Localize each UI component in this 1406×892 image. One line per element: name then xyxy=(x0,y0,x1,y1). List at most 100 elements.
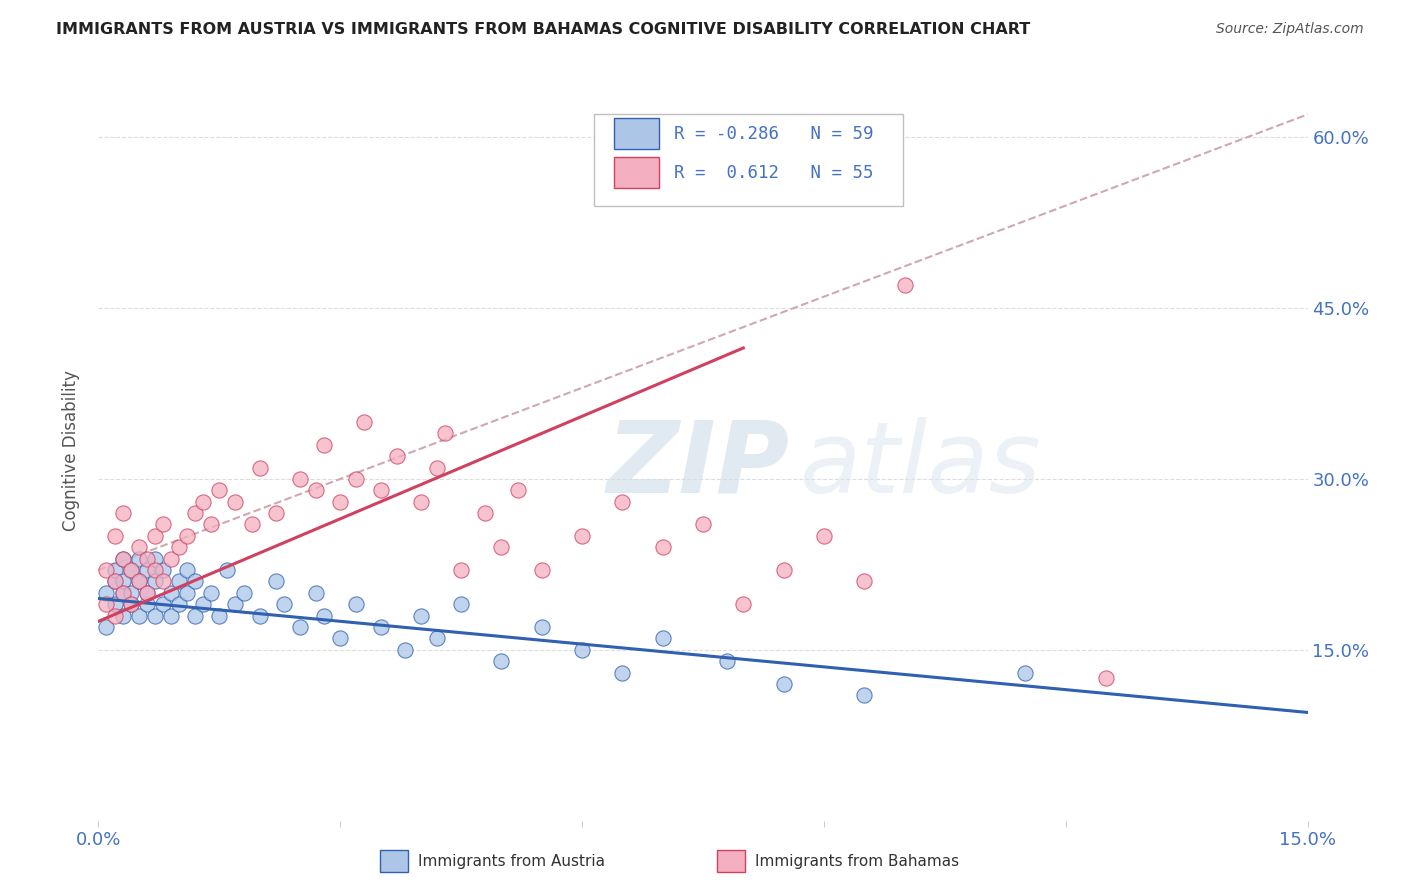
Point xyxy=(651,632,673,646)
Text: atlas: atlas xyxy=(800,417,1042,514)
Point xyxy=(120,597,142,611)
Point xyxy=(474,506,496,520)
Point xyxy=(612,665,634,680)
Point xyxy=(288,472,311,486)
Point xyxy=(612,494,634,508)
Point xyxy=(143,551,166,566)
Point xyxy=(103,608,125,623)
Point xyxy=(314,438,336,452)
Point xyxy=(160,586,183,600)
Point xyxy=(96,563,118,577)
Point xyxy=(733,597,755,611)
Point xyxy=(571,642,593,657)
Point xyxy=(491,541,513,555)
Point xyxy=(135,597,157,611)
Point xyxy=(152,597,174,611)
Point xyxy=(111,574,134,589)
Point xyxy=(135,551,157,566)
Point xyxy=(152,517,174,532)
Point xyxy=(314,608,336,623)
Point xyxy=(120,586,142,600)
Point xyxy=(426,460,449,475)
Point xyxy=(143,529,166,543)
Point xyxy=(853,689,876,703)
Point xyxy=(571,529,593,543)
Point xyxy=(240,517,263,532)
Point xyxy=(409,494,432,508)
Point xyxy=(329,494,352,508)
Point xyxy=(370,620,392,634)
Point xyxy=(232,586,254,600)
Point xyxy=(111,608,134,623)
Point xyxy=(249,460,271,475)
Point xyxy=(692,517,714,532)
Point xyxy=(224,597,246,611)
Point xyxy=(1014,665,1036,680)
Point xyxy=(167,574,190,589)
Point xyxy=(224,494,246,508)
Point xyxy=(135,586,157,600)
Point xyxy=(135,563,157,577)
Text: Immigrants from Austria: Immigrants from Austria xyxy=(418,855,605,869)
Point xyxy=(120,563,142,577)
Point xyxy=(111,586,134,600)
Point xyxy=(152,563,174,577)
Point xyxy=(344,597,367,611)
Point xyxy=(167,597,190,611)
Point xyxy=(530,563,553,577)
Point xyxy=(103,574,125,589)
Point xyxy=(96,620,118,634)
Text: Immigrants from Bahamas: Immigrants from Bahamas xyxy=(755,855,959,869)
Y-axis label: Cognitive Disability: Cognitive Disability xyxy=(62,370,80,531)
Point xyxy=(96,586,118,600)
Text: R = -0.286   N = 59: R = -0.286 N = 59 xyxy=(673,126,873,144)
Point xyxy=(353,415,375,429)
Point xyxy=(426,632,449,646)
Text: R =  0.612   N = 55: R = 0.612 N = 55 xyxy=(673,164,873,182)
Point xyxy=(370,483,392,498)
Point xyxy=(128,574,150,589)
Point xyxy=(200,586,222,600)
Point xyxy=(128,551,150,566)
Text: ZIP: ZIP xyxy=(606,417,789,514)
Point xyxy=(853,574,876,589)
Point xyxy=(160,551,183,566)
Point xyxy=(394,642,416,657)
Point xyxy=(135,586,157,600)
FancyBboxPatch shape xyxy=(613,118,659,149)
Point xyxy=(208,608,231,623)
Point xyxy=(288,620,311,634)
Point xyxy=(143,574,166,589)
Point xyxy=(176,529,198,543)
Point xyxy=(143,608,166,623)
Point xyxy=(111,506,134,520)
Point xyxy=(184,506,207,520)
Point xyxy=(128,541,150,555)
Point xyxy=(491,654,513,668)
Point xyxy=(143,563,166,577)
Point xyxy=(264,506,287,520)
Point xyxy=(450,597,472,611)
Point xyxy=(176,586,198,600)
Point xyxy=(167,541,190,555)
Point xyxy=(184,574,207,589)
Point xyxy=(506,483,529,498)
Point xyxy=(193,494,215,508)
Point xyxy=(813,529,835,543)
Point xyxy=(217,563,239,577)
Point xyxy=(103,529,125,543)
Point xyxy=(152,574,174,589)
Point xyxy=(200,517,222,532)
Point xyxy=(385,449,408,463)
FancyBboxPatch shape xyxy=(595,113,903,206)
Point xyxy=(273,597,295,611)
Point xyxy=(120,597,142,611)
Point xyxy=(434,426,457,441)
Point xyxy=(96,597,118,611)
Point xyxy=(409,608,432,623)
Point xyxy=(103,563,125,577)
Point xyxy=(264,574,287,589)
Point xyxy=(249,608,271,623)
Point xyxy=(111,586,134,600)
Point xyxy=(716,654,738,668)
